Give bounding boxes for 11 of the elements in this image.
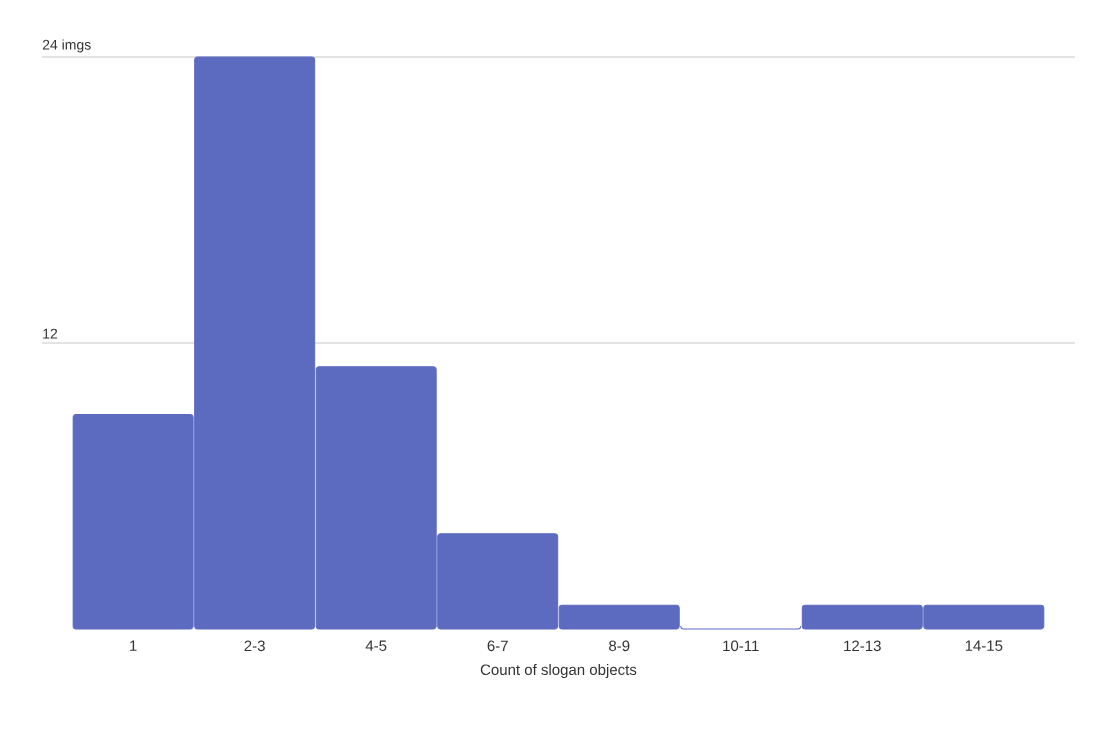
x-tick-label: 12-13 [844,640,881,652]
x-tick-label: 1 [130,640,137,651]
x-tick-label: 10-11 [723,640,759,652]
x-axis-title: Count of slogan objects [480,664,637,678]
x-tick-label: 4-5 [365,640,387,651]
x-tick-label: 2-3 [244,640,265,652]
x-tick-label: 14-15 [965,640,1003,651]
y-tick-label: 24 imgs [42,39,91,53]
x-tick-label: 8-9 [609,640,630,652]
x-tick-label: 6-7 [487,640,508,652]
y-tick-label: 12 [43,328,58,339]
